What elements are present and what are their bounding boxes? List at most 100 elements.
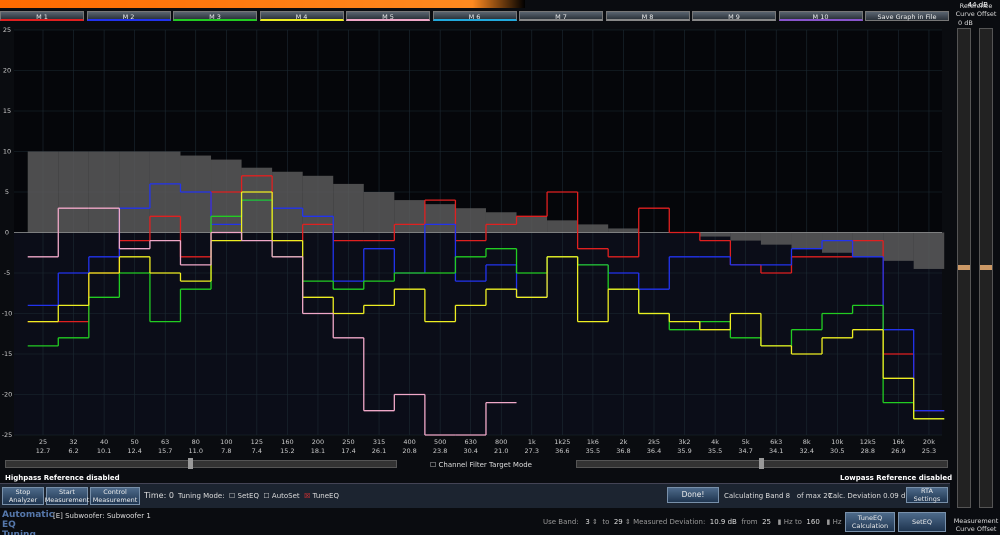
tab[interactable]: M 9: [692, 11, 776, 21]
x-tick-label: 125: [251, 438, 263, 446]
option[interactable]: TuneEQ: [312, 492, 339, 500]
reference-area: [302, 175, 334, 233]
x-tick-label: 100: [220, 438, 232, 446]
y-tick-label: 5: [5, 188, 9, 196]
x-tick-sub: 17.4: [341, 447, 355, 455]
tuning-mode: Tuning Mode: ☐ SetEQ ☐ AutoSet ☒ TuneEQ: [178, 492, 339, 500]
tab[interactable]: M 8: [605, 11, 690, 21]
x-tick-sub: 20.8: [402, 447, 416, 455]
lowpass-slider[interactable]: [576, 458, 948, 469]
tuneeq-button[interactable]: TuneEQ Calculation: [845, 512, 895, 532]
option[interactable]: SetEQ: [237, 492, 259, 500]
slider-track[interactable]: [957, 28, 971, 508]
tab[interactable]: M 6: [432, 11, 517, 21]
seteq-button[interactable]: SetEQ: [898, 512, 946, 532]
y-tick-label: -25: [2, 431, 13, 439]
x-tick-sub: 15.7: [158, 447, 172, 455]
tab[interactable]: M 7: [519, 11, 603, 21]
stop-button[interactable]: Stop Analyzer: [2, 487, 44, 505]
x-tick-sub: 11.0: [189, 447, 203, 455]
reference-area: [394, 200, 425, 233]
x-tick-sub: 12.7: [36, 447, 50, 455]
x-tick-sub: 27.3: [525, 447, 539, 455]
reference-area: [485, 212, 517, 233]
x-tick-label: 10k: [831, 438, 843, 446]
t: Hz: [783, 518, 793, 526]
reference-area: [88, 151, 120, 233]
reference-area: [608, 228, 639, 233]
tab[interactable]: M 5: [346, 11, 430, 21]
ref-offset-value: 0 dB: [958, 19, 973, 27]
highpass-label: Highpass Reference disabled: [5, 474, 120, 482]
reference-area: [883, 232, 914, 261]
t: from: [741, 518, 758, 526]
progress-bar: [0, 0, 525, 8]
x-tick-label: 2k5: [648, 438, 660, 446]
channel-filter[interactable]: ☐ Channel Filter Target Mode: [430, 461, 532, 469]
status: Calculating Band 8 of max 27: [724, 492, 832, 500]
reference-area: [760, 232, 792, 245]
x-tick-label: 1k: [528, 438, 536, 446]
max: 27: [823, 492, 833, 500]
band: 8: [785, 492, 791, 500]
reference-area: [577, 224, 609, 233]
toolbar: [0, 483, 950, 508]
reference-area: [699, 232, 731, 237]
x-tick-label: 25: [39, 438, 47, 446]
x-tick-sub: 25.3: [922, 447, 936, 455]
x-tick-sub: 23.8: [433, 447, 447, 455]
tab[interactable]: M 10: [778, 11, 863, 21]
tab[interactable]: M 2: [86, 11, 171, 21]
y-tick-label: 20: [3, 67, 11, 75]
x-tick-sub: 36.4: [647, 447, 661, 455]
x-tick-sub: 18.1: [311, 447, 325, 455]
reference-area: [333, 183, 364, 233]
tab[interactable]: M 1: [0, 11, 84, 21]
x-tick-sub: 34.1: [769, 447, 783, 455]
done-button[interactable]: Done!: [667, 487, 719, 503]
x-tick-sub: 30.5: [830, 447, 844, 455]
reference-area: [363, 192, 395, 233]
t: Hz: [832, 518, 842, 526]
reference-area: [822, 232, 853, 253]
tab[interactable]: Save Graph in File: [865, 11, 949, 21]
dev-label: Calc. Deviation: [828, 492, 881, 500]
reference-area: [424, 204, 456, 233]
option[interactable]: AutoSet: [271, 492, 300, 500]
band-range: Use Band: 3 ⇕ to 29 ⇕ Measured Deviation…: [543, 518, 842, 526]
tab[interactable]: M 3: [173, 11, 257, 21]
control-button[interactable]: Control Measurement: [90, 487, 140, 505]
tab[interactable]: M 4: [259, 11, 344, 21]
x-tick-label: 630: [464, 438, 476, 446]
x-tick-sub: 32.4: [800, 447, 814, 455]
x-tick-sub: 28.8: [861, 447, 875, 455]
x-tick-sub: 26.9: [891, 447, 905, 455]
x-tick-label: 1k6: [587, 438, 599, 446]
reference-area: [547, 220, 578, 233]
x-tick-label: 80: [192, 438, 200, 446]
x-tick-sub: 30.4: [463, 447, 477, 455]
t: 160: [806, 518, 820, 526]
y-tick-label: 15: [3, 107, 11, 115]
dev-value: 0.09 dB: [883, 492, 911, 500]
y-tick-label: 25: [3, 26, 11, 34]
t: 29: [613, 518, 623, 526]
highpass-slider[interactable]: [5, 458, 397, 469]
y-tick-label: -5: [4, 269, 10, 277]
time: Time: 0: [144, 491, 174, 500]
x-tick-label: 500: [434, 438, 446, 446]
reference-area: [791, 232, 823, 249]
x-tick-sub: 15.2: [280, 447, 294, 455]
t: Use Band:: [543, 518, 579, 526]
x-tick-sub: 12.4: [127, 447, 141, 455]
start-button[interactable]: Start Measurement: [44, 487, 90, 505]
tuning-label: Tuning Mode:: [178, 492, 225, 500]
x-tick-sub: 36.6: [555, 447, 569, 455]
x-tick-label: 32: [69, 438, 77, 446]
x-tick-label: 315: [373, 438, 385, 446]
rta-button[interactable]: RTA Settings: [906, 487, 948, 503]
slider-track[interactable]: [979, 28, 993, 508]
x-tick-label: 6k3: [770, 438, 782, 446]
x-tick-label: 2k: [619, 438, 627, 446]
